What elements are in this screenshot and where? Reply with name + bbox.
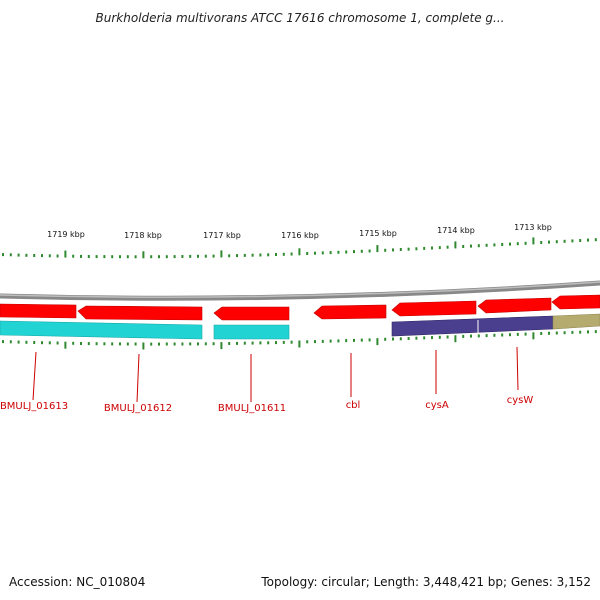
feature-band-cyan-2[interactable] — [213, 324, 290, 340]
cds-arrows — [0, 294, 600, 321]
ruler-label-1717: 1717 kbp — [203, 231, 241, 240]
feature-band-khaki[interactable] — [552, 313, 600, 330]
gene-label-cbl[interactable]: cbl — [346, 400, 361, 411]
feature-band-purple[interactable] — [391, 315, 554, 337]
ruler-label-1716: 1716 kbp — [281, 231, 319, 240]
genome-backbone — [0, 280, 600, 301]
cds-arrow-bmulj-01611[interactable] — [213, 306, 290, 321]
cds-arrow-cysa[interactable] — [391, 300, 477, 317]
gene-leaders — [32, 346, 519, 403]
topology-text: Topology: circular; Length: 3,448,421 bp… — [261, 575, 591, 589]
ruler-ticks-bottom — [2, 330, 597, 350]
leader-bmulj-01613 — [32, 351, 37, 401]
ruler-ticks-top — [2, 237, 597, 259]
gene-label-bmulj-01612[interactable]: BMULJ_01612 — [104, 403, 172, 414]
ruler-label-1715: 1715 kbp — [359, 229, 397, 238]
gene-label-cysw[interactable]: cysW — [507, 395, 534, 406]
ruler-labels: 1719 kbp 1718 kbp 1717 kbp 1716 kbp 1715… — [47, 223, 552, 240]
cds-arrow-cbl[interactable] — [313, 304, 387, 320]
gene-label-bmulj-01613[interactable]: BMULJ_01613 — [0, 401, 68, 412]
map-title: Burkholderia multivorans ATCC 17616 chro… — [96, 11, 505, 25]
leader-bmulj-01612 — [136, 353, 140, 403]
gene-label-cysa[interactable]: cysA — [425, 400, 449, 411]
feature-bands — [0, 313, 600, 340]
feature-band-cyan-1[interactable] — [0, 320, 203, 340]
cds-arrow-next[interactable] — [551, 294, 600, 310]
accession-text: Accession: NC_010804 — [9, 575, 146, 589]
leader-cysw — [516, 346, 519, 391]
gene-labels: BMULJ_01613 BMULJ_01612 BMULJ_01611 cbl … — [0, 395, 533, 414]
cds-arrow-bmulj-01613[interactable] — [0, 303, 77, 319]
cds-arrow-cysw[interactable] — [477, 297, 552, 314]
cds-arrow-bmulj-01612[interactable] — [77, 305, 203, 321]
gene-label-bmulj-01611[interactable]: BMULJ_01611 — [218, 403, 286, 414]
ruler-label-1714: 1714 kbp — [437, 226, 475, 235]
ruler-label-1718: 1718 kbp — [124, 231, 162, 240]
ruler-label-1719: 1719 kbp — [47, 230, 85, 239]
genome-backbone-highlight — [0, 281, 600, 298]
ruler-label-1713: 1713 kbp — [514, 223, 552, 232]
